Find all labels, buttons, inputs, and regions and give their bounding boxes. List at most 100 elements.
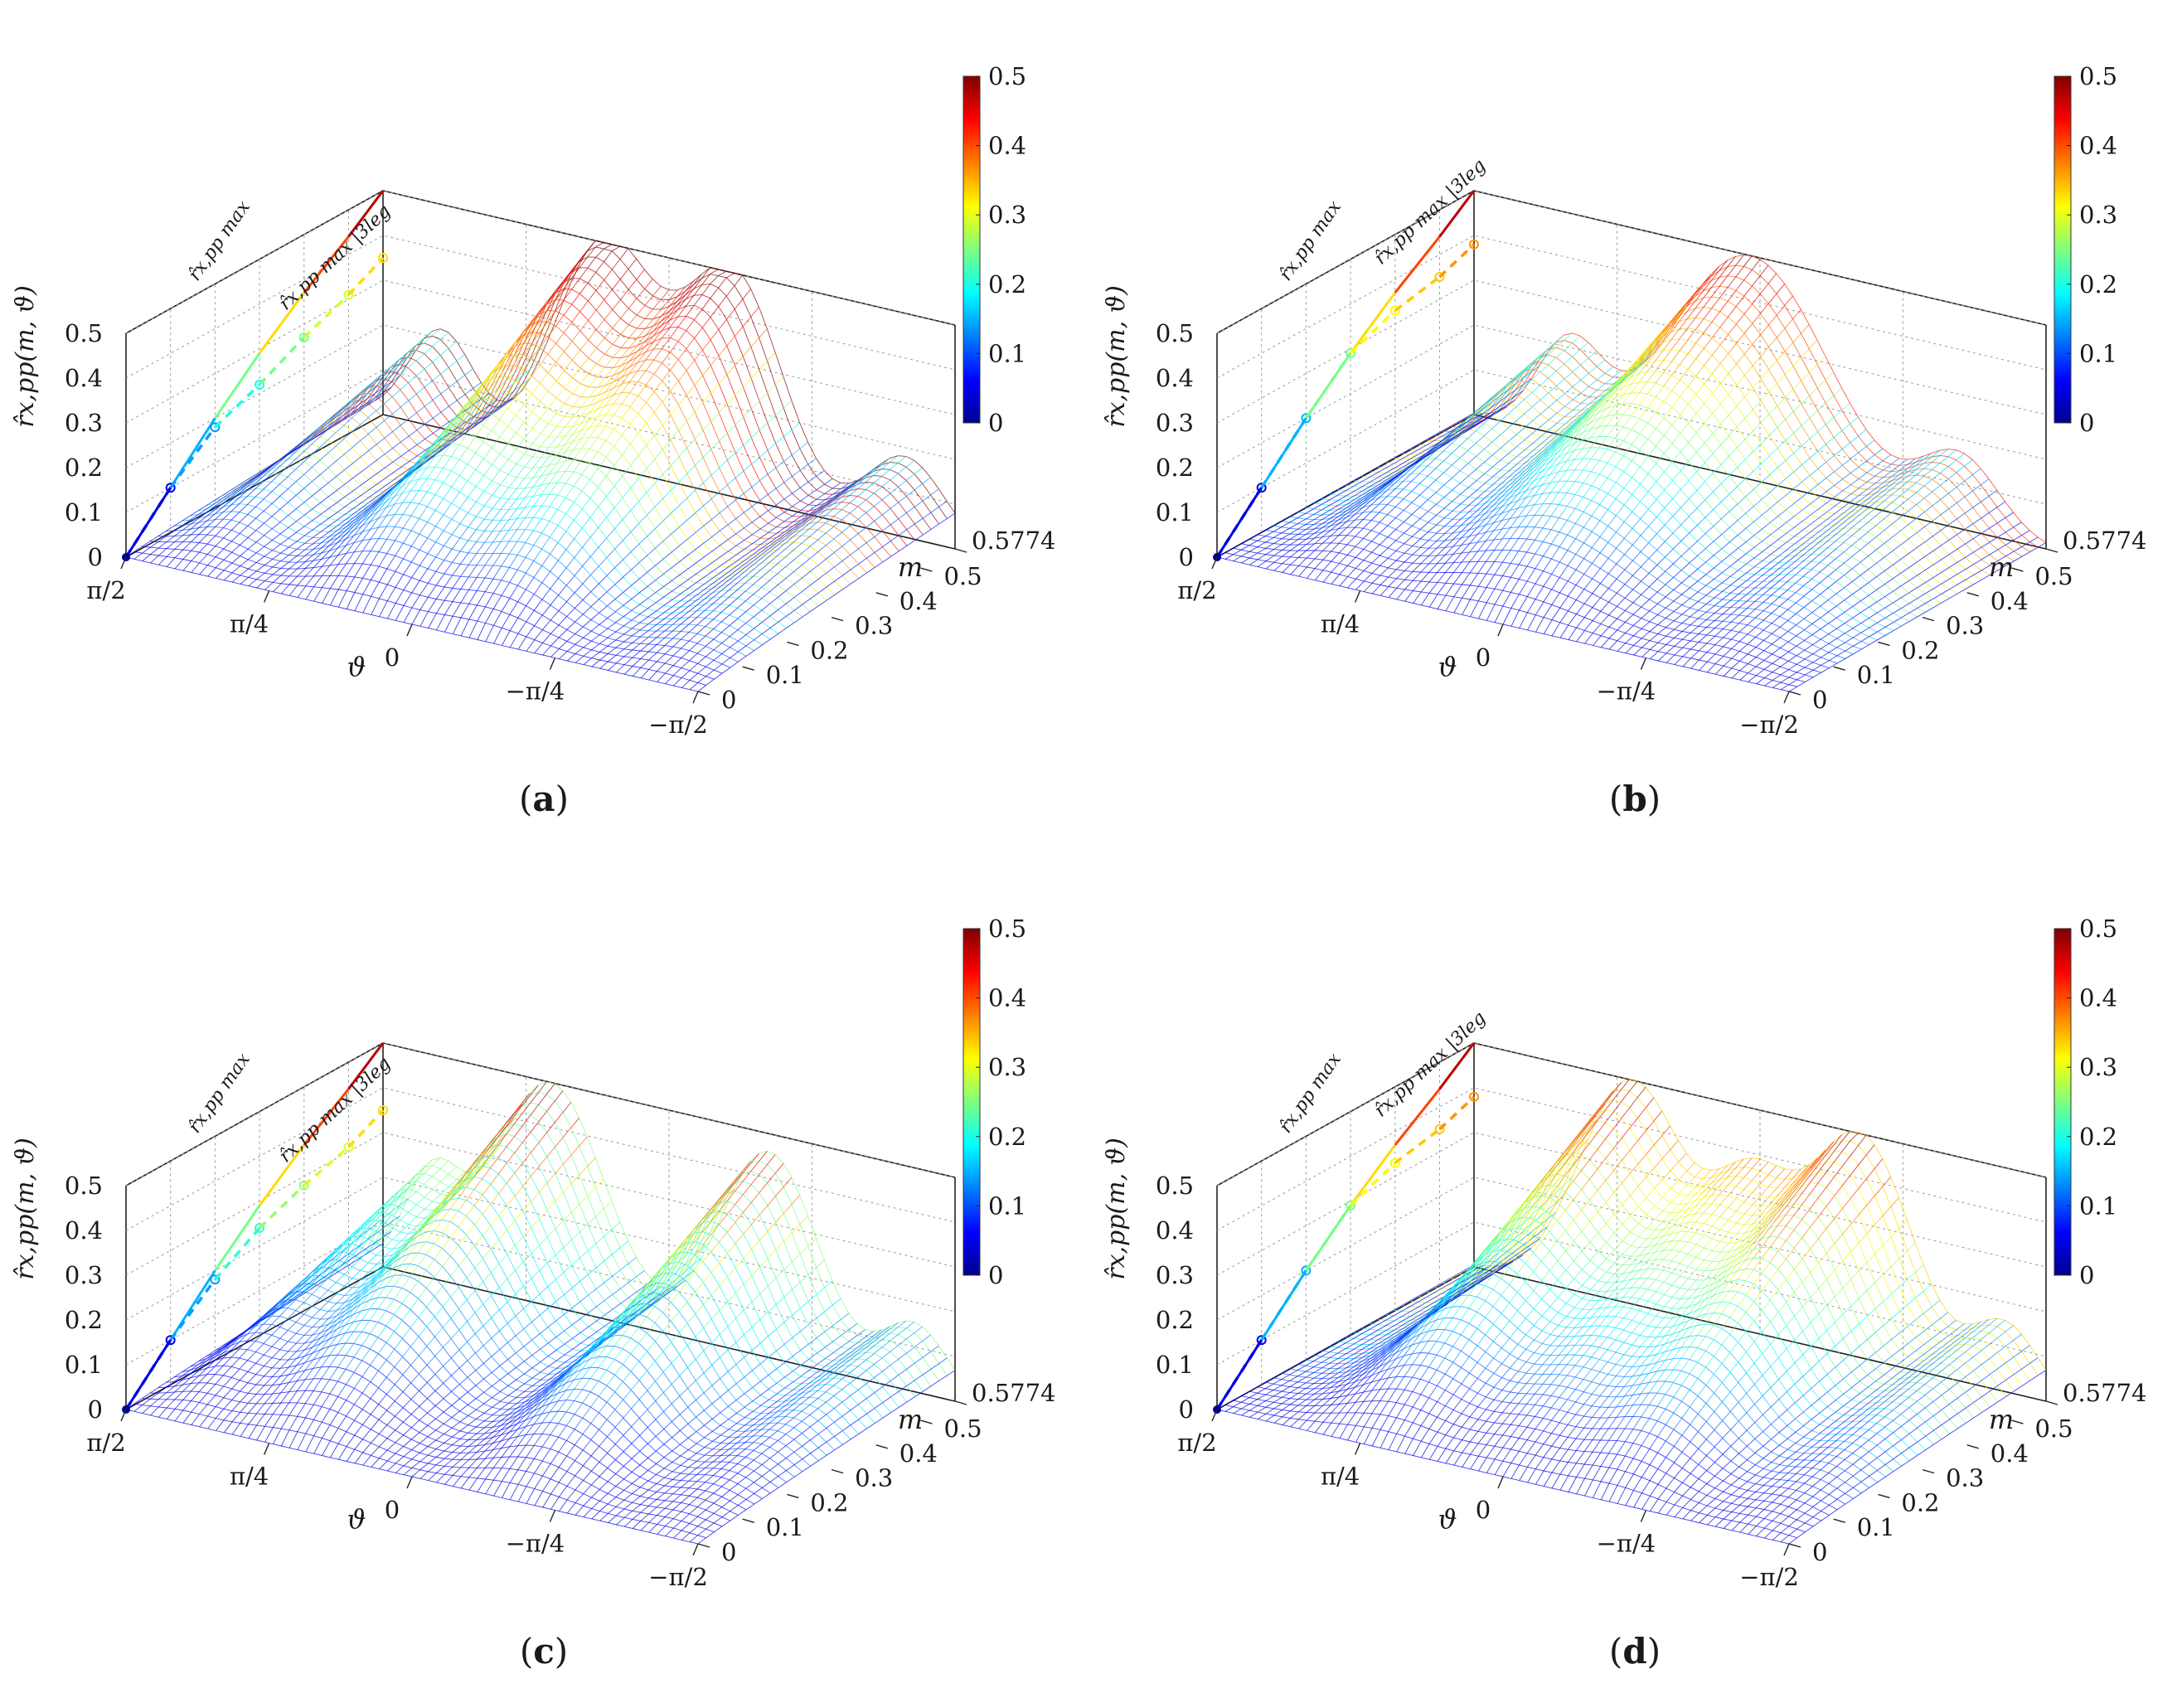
mesh-line-theta [1503,563,1511,575]
mesh-line-theta [810,530,818,536]
mesh-line-theta [363,596,371,613]
mesh-line-theta [1712,286,1720,297]
mesh-line-theta [535,615,543,626]
mesh-line-theta [720,551,729,557]
mesh-line-theta [1364,541,1372,550]
mesh-line-theta [322,589,331,604]
mesh-line-theta [337,535,346,543]
mesh-line-theta [151,1407,159,1415]
mesh-line-theta [1821,624,1829,629]
mesh-line-theta [688,563,696,569]
mesh-line-theta [600,662,609,668]
mesh-line-theta [1438,555,1446,563]
mesh-line-theta [1282,545,1290,551]
mesh-line-theta [632,614,640,620]
mesh-line-theta [1763,535,1771,541]
mesh-line-theta [882,508,890,515]
mesh-line-theta [1748,609,1756,617]
mesh-line-m [327,1156,899,1408]
mesh-line-theta [143,1406,151,1414]
mesh-line-theta [736,549,744,555]
mesh-line-theta [322,565,330,576]
surface-plot-c: 00.10.20.30.40.5π/2π/40−π/4−π/200.10.20.… [0,852,1091,1705]
mesh-line-theta [1665,498,1673,507]
mesh-line-theta [1656,361,1664,371]
mesh-line-theta [1338,491,1346,496]
mesh-line-theta [818,546,827,552]
mesh-line-theta [231,522,240,531]
mesh-line-theta [345,501,353,507]
mesh-line-theta [216,570,224,579]
mesh-line-theta [1626,636,1634,643]
mesh-line-theta [614,454,623,465]
mesh-line-theta [1842,403,1850,410]
mesh-line-theta [1737,397,1745,406]
mesh-line-theta [516,478,525,489]
mesh-line-theta [573,384,581,394]
mesh-line-theta [1827,541,1835,548]
mesh-line-theta [1583,448,1591,459]
mesh-line-theta [1926,599,1934,604]
mesh-line-theta [1917,556,1925,562]
mesh-line-theta [1957,513,1965,519]
mesh-line-theta [476,475,484,486]
mesh-line-theta [158,1408,167,1417]
mesh-line-theta [216,538,224,546]
grid-line [1217,235,2046,378]
mesh-line-theta [752,517,760,522]
mesh-line-theta [1902,613,1910,618]
mesh-line-theta [1436,461,1444,468]
mesh-line-theta [1793,381,1801,389]
mesh-line-theta [1867,455,1875,461]
mesh-line-theta [1801,439,1810,446]
mesh-line-theta [616,634,624,640]
mesh-line-theta [1828,581,1836,588]
mesh-line-theta [722,657,730,663]
mesh-line-theta [1772,648,1781,654]
mesh-line-theta [599,606,608,613]
mesh-line-theta [1420,500,1428,507]
mesh-line-theta [679,395,687,405]
mesh-line-theta [289,549,297,555]
mesh-line-theta [628,298,637,308]
mesh-line-theta [1347,557,1355,565]
mesh-line-theta [672,594,681,600]
mesh-line-theta [1298,545,1307,551]
mesh-line-theta [1396,533,1404,541]
mesh-line-theta [1965,539,1973,544]
mesh-line-theta [616,649,624,656]
mesh-line-theta [607,599,615,606]
m-axis-label: m [898,551,923,583]
mesh-line-theta [249,580,257,586]
mesh-line-theta [590,468,599,480]
mesh-line-theta [690,643,698,651]
mesh-line-theta [1754,560,1763,566]
mesh-line-theta [1787,527,1795,533]
mesh-line-theta [866,507,875,513]
mesh-line-theta [1315,560,1323,569]
mesh-line-theta [1950,594,1958,599]
m-tick [1878,642,1889,645]
mesh-line-theta [923,512,931,518]
mesh-line-theta [744,438,752,445]
mesh-line-theta [1241,551,1249,556]
mesh-line-theta [535,643,543,653]
mesh-line-theta [1697,482,1705,490]
mesh-line-theta [516,497,525,508]
mesh-line-theta [469,577,478,590]
mesh-line-theta [1706,568,1714,575]
mesh-line-theta [1850,417,1859,424]
mesh-line-theta [1821,653,1829,657]
mesh-line-theta [199,527,207,535]
mesh-line-theta [647,507,655,515]
mesh-line-theta [1878,635,1886,640]
mesh-line-theta [1421,593,1429,605]
mesh-line-theta [1810,365,1818,373]
mesh-line-theta [648,638,657,644]
mesh-line-theta [738,646,746,652]
mesh-line-theta [1428,548,1437,556]
mesh-line-theta [542,571,550,583]
mesh-line-theta [1797,675,1806,680]
mesh-line-theta [1722,527,1730,535]
mesh-line-theta [1331,564,1340,573]
